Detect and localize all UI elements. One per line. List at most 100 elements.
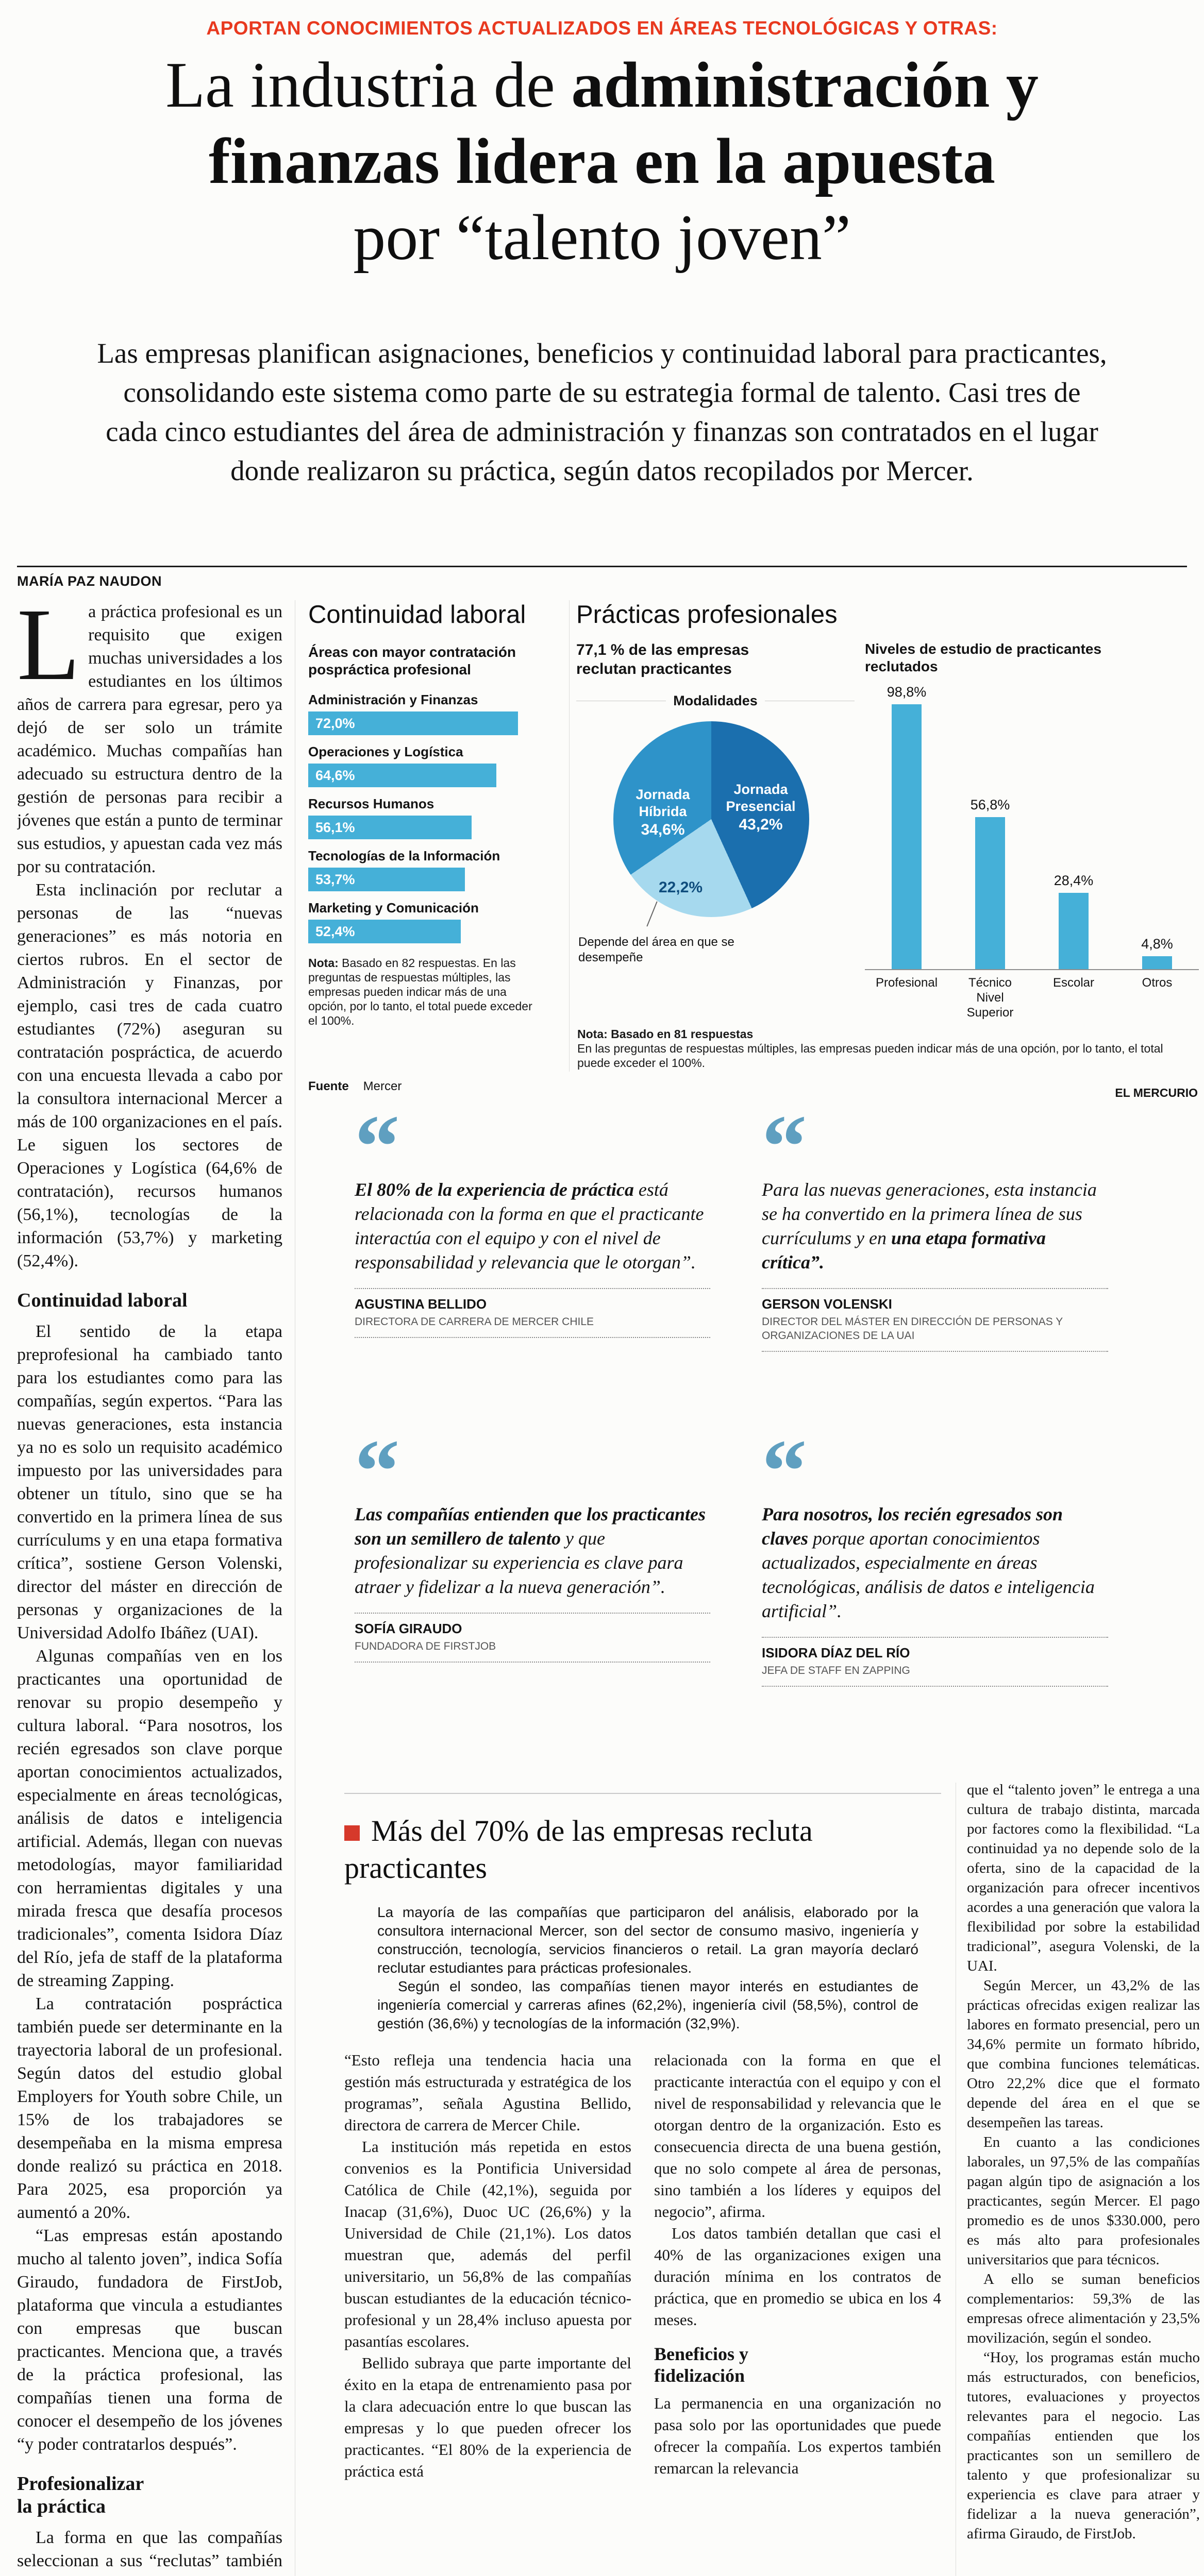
bar: 56,1% <box>308 816 472 839</box>
column: 28,4% <box>1032 873 1115 969</box>
paragraph: La contratación pospráctica también pued… <box>17 1994 282 2222</box>
quote-text: Para las nuevas generaciones, esta insta… <box>762 1179 1097 1273</box>
column-category-label: Escolar <box>1052 976 1095 990</box>
paragraph: Los datos también detallan que casi el 4… <box>654 2224 941 2329</box>
levels-chart: Niveles de estudio de practicantes reclu… <box>865 640 1199 1020</box>
bar-row: Administración y Finanzas 72,0% <box>308 692 562 735</box>
byline-bar: MARÍA PAZ NAUDON <box>17 566 1187 589</box>
paragraph: Según Mercer, un 43,2% de las prácticas … <box>967 1977 1200 2131</box>
quote-attribution: AGUSTINA BELLIDO DIRECTORA DE CARRERA DE… <box>355 1288 710 1338</box>
quote-icon: “ <box>355 1421 400 1521</box>
column: 4,8% <box>1115 936 1199 969</box>
chart-continuidad-laboral: Continuidad laboral Áreas con mayor cont… <box>308 600 562 1094</box>
panel-title: Prácticas profesionales <box>576 601 838 629</box>
column-value-label: 56,8% <box>970 797 1010 812</box>
paragraph: La forma en que las compañías selecciona… <box>17 2528 282 2576</box>
pie-label-depende: Depende del área en que se desempeñe <box>578 935 734 964</box>
quote-text: Las compañías entienden que los practica… <box>355 1504 706 1597</box>
paragraph: Algunas compañías ven en los practicante… <box>17 1647 282 1990</box>
paragraph: En cuanto a las condiciones laborales, u… <box>967 2134 1200 2268</box>
quote-icon: “ <box>762 1096 807 1196</box>
quote-author-role: JEFA DE STAFF EN ZAPPING <box>762 1665 910 1676</box>
paragraph: relacionada con la forma en que el pract… <box>654 2051 941 2221</box>
paragraph: La mayoría de las compañías que particip… <box>377 1904 918 1976</box>
bar: 64,6% <box>308 764 497 787</box>
pie-wrap: Jornada Híbrida 34,6% Jornada Presencial… <box>613 721 809 927</box>
bar-category-label: Administración y Finanzas <box>308 692 478 707</box>
quote-attribution: SOFÍA GIRAUDO FUNDADORA DE FIRSTJOB <box>355 1613 710 1663</box>
column-value-label: 98,8% <box>887 684 927 700</box>
paragraph: La institución más repetida en estos con… <box>344 2138 631 2350</box>
kicker: APORTAN CONOCIMIENTOS ACTUALIZADOS EN ÁR… <box>206 18 998 39</box>
headline-line-2: finanzas lidera en la apuesta <box>208 126 996 197</box>
quote-author-role: DIRECTORA DE CARRERA DE MERCER CHILE <box>355 1316 594 1328</box>
bar: 72,0% <box>308 711 519 735</box>
quote-text: Para nosotros, los recién egresados son … <box>762 1504 1095 1621</box>
paragraph: El sentido de la etapa preprofesional ha… <box>17 1322 282 1642</box>
paragraph: La permanencia en una organización no pa… <box>654 2394 941 2477</box>
pullquote-1: “ El 80% de la experiencia de práctica e… <box>355 1096 710 1338</box>
levels-chart-title: Niveles de estudio de practicantes reclu… <box>865 641 1102 674</box>
levels-bars: 98,8% 56,8% 28,4% 4,8% <box>865 682 1199 970</box>
box-column-1: “Esto refleja una tendencia hacia una ge… <box>344 2049 631 2482</box>
subhead-beneficios: Beneficios y fidelización <box>654 2344 748 2386</box>
quote-author-role: FUNDADORA DE FIRSTJOB <box>355 1640 496 1652</box>
bar-category-label: Marketing y Comunicación <box>308 900 479 916</box>
quote-icon: “ <box>762 1421 807 1521</box>
sidebar-box-article: Más del 70% de las empresas recluta prac… <box>344 1793 941 2482</box>
bar-value-label: 64,6% <box>315 768 355 783</box>
modalidades-chart: 77,1 % de las empresas reclutan practica… <box>576 640 855 965</box>
column-category-label: Profesional <box>875 976 938 990</box>
column-rule <box>569 600 570 1072</box>
pie-label-presencial: Jornada Presencial 43,2% <box>726 782 796 833</box>
column-bar <box>975 817 1005 969</box>
levels-x-labels: Profesional Técnico Nivel Superior Escolar… <box>865 975 1199 1020</box>
source-line: Fuente Mercer <box>308 1079 562 1094</box>
bar-row: Tecnologías de la Información 53,7% <box>308 848 562 891</box>
pie-label-hibrida: Jornada Híbrida 34,6% <box>636 787 690 838</box>
bar-value-label: 56,1% <box>315 820 355 835</box>
quote-author: GERSON VOLENSKI <box>762 1296 892 1312</box>
pie-chart-title: Modalidades <box>576 693 855 709</box>
paragraph: “Las empresas están apostando mucho al t… <box>17 2226 282 2454</box>
article-right-column: que el “talento joven” le entrega a una … <box>967 1780 1200 2576</box>
box-title: Más del 70% de las empresas recluta prac… <box>344 1814 813 1885</box>
quote-attribution: GERSON VOLENSKI DIRECTOR DEL MÁSTER EN D… <box>762 1288 1108 1352</box>
panel-note: Nota: Basado en 81 respuestas En las preg… <box>577 1027 1163 1070</box>
chart-subtitle: Áreas con mayor contratación pospráctica… <box>308 644 516 677</box>
column-category-label: Técnico Nivel Superior <box>966 976 1014 1020</box>
paragraph: “Hoy, los programas están mucho más estr… <box>967 2349 1200 2542</box>
paragraph: Según el sondeo, las compañías tienen ma… <box>377 1978 918 2031</box>
quote-author: ISIDORA DÍAZ DEL RÍO <box>762 1645 910 1660</box>
box-intro: La mayoría de las compañías que particip… <box>377 1903 918 2033</box>
bar: 52,4% <box>308 920 461 943</box>
bar-value-label: 72,0% <box>315 716 355 731</box>
paragraph: Bellido subraya que parte importante del… <box>344 2354 631 2480</box>
column-bar <box>1059 893 1089 969</box>
pullquote-2: “ Para las nuevas generaciones, esta ins… <box>762 1096 1108 1352</box>
credit: EL MERCURIO <box>1115 1086 1198 1099</box>
bar-row: Operaciones y Logística 64,6% <box>308 744 562 787</box>
bar: 53,7% <box>308 868 465 891</box>
quote-icon: “ <box>355 1096 400 1196</box>
chart-title: Continuidad laboral <box>308 601 526 629</box>
paragraph: que el “talento joven” le entrega a una … <box>967 1782 1200 1974</box>
pullquote-3: “ Las compañías entienden que los practi… <box>355 1421 710 1663</box>
recruiting-stat: 77,1 % de las empresas reclutan practica… <box>576 641 749 677</box>
modalidades-pie <box>613 721 809 917</box>
box-column-2: relacionada con la forma en que el pract… <box>654 2049 941 2482</box>
column-bar <box>1142 956 1172 969</box>
column-value-label: 4,8% <box>1141 936 1173 952</box>
pie-label-depende-value: 22,2% <box>659 879 703 896</box>
pullquote-4: “ Para nosotros, los recién egresados so… <box>762 1421 1108 1687</box>
bar-value-label: 52,4% <box>315 924 355 939</box>
box-columns: “Esto refleja una tendencia hacia una ge… <box>344 2049 941 2482</box>
column: 98,8% <box>865 684 948 969</box>
headline: La industria de administración y finanza… <box>0 47 1204 276</box>
source-label: Fuente <box>308 1079 349 1093</box>
bar-row: Recursos Humanos 56,1% <box>308 796 562 839</box>
paragraph: “Esto refleja una tendencia hacia una ge… <box>344 2051 631 2134</box>
